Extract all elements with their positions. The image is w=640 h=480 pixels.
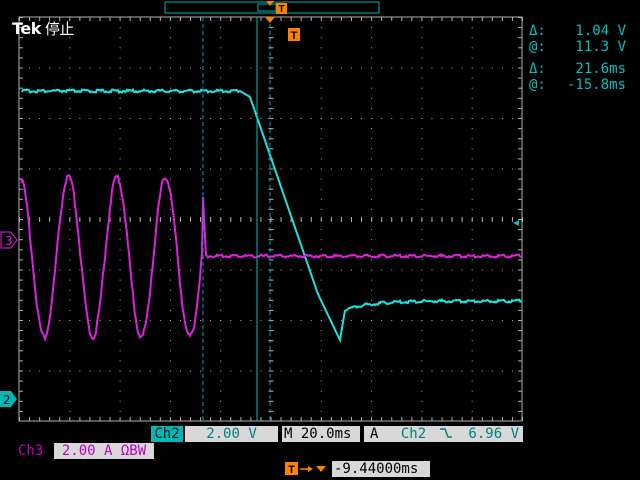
voltage-at-value: 11.3 V bbox=[575, 39, 626, 55]
voltage-delta-value: 1.04 V bbox=[575, 23, 626, 39]
trigger-level-icon[interactable] bbox=[513, 220, 519, 226]
trigger-position-arrow-icon bbox=[265, 17, 275, 23]
ch3-scale[interactable]: 2.00 A ΩBW bbox=[54, 443, 154, 459]
svg-text:T: T bbox=[288, 464, 295, 476]
ch2-marker-label: 2 bbox=[3, 393, 11, 407]
trigger-marker-label: T bbox=[291, 30, 298, 42]
brand-logo: Tek bbox=[12, 19, 41, 38]
time-at-value: -15.8ms bbox=[567, 77, 626, 93]
trigger-source: Ch2 bbox=[400, 426, 427, 442]
voltage-at-symbol: @: bbox=[529, 39, 546, 55]
time-at-symbol: @: bbox=[529, 77, 546, 93]
ch2-tag[interactable]: Ch2 bbox=[151, 426, 183, 442]
trigger-delay-value[interactable]: -9.44000ms bbox=[332, 461, 430, 477]
graticule-grid bbox=[19, 17, 523, 421]
time-delta-symbol: Δ: bbox=[529, 61, 546, 77]
trigger-marker-icon[interactable] bbox=[288, 28, 300, 41]
brand-header: Tek 停止 bbox=[2, 0, 74, 39]
ch2-waveform bbox=[21, 87, 522, 344]
trigger-level: 6.96 V bbox=[468, 426, 519, 442]
falling-edge-icon bbox=[439, 428, 452, 438]
ch2-ground-marker-icon[interactable] bbox=[0, 391, 17, 407]
trigger-position-top-icon bbox=[266, 1, 274, 6]
acquisition-state: 停止 bbox=[44, 20, 75, 38]
trigger-mode: A bbox=[370, 426, 379, 442]
time-delta-value: 21.6ms bbox=[575, 61, 626, 77]
ch3-marker-label: 3 bbox=[5, 234, 13, 248]
ch3-ground-marker-icon[interactable] bbox=[0, 231, 18, 249]
ch2-scale[interactable]: 2.00 V bbox=[185, 426, 278, 442]
timebase-value[interactable]: M 20.0ms bbox=[282, 426, 360, 442]
trigger-delay-icon: T bbox=[285, 462, 326, 476]
ch3-tag[interactable]: Ch3 bbox=[18, 443, 44, 459]
trigger-marker-bar-label: T bbox=[278, 4, 284, 15]
trigger-marker-bar-icon bbox=[276, 3, 287, 14]
trigger-readout[interactable]: A Ch2 6.96 V bbox=[364, 426, 523, 442]
voltage-delta-symbol: Δ: bbox=[529, 23, 546, 39]
record-window[interactable] bbox=[257, 3, 277, 12]
